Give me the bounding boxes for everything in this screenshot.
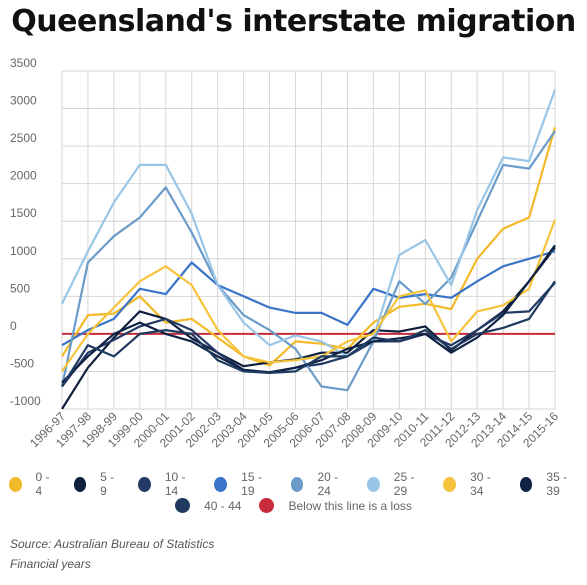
legend-label: Below this line is a loss [288, 498, 412, 513]
legend-item: Below this line is a loss [259, 498, 412, 513]
y-tick-label: -500 [10, 356, 34, 370]
legend-swatch [259, 498, 275, 513]
y-tick-label: 1500 [10, 206, 37, 220]
legend-swatch [214, 476, 228, 492]
series-line-15-19 [61, 250, 556, 347]
series-line-30-34 [61, 219, 557, 373]
legend-swatch [443, 476, 457, 492]
y-tick-label: -1000 [10, 394, 41, 408]
legend-item: 15 - 19 [214, 470, 272, 498]
legend-label: 25 - 29 [393, 470, 415, 498]
y-tick-label: 3500 [10, 56, 37, 70]
legend-item: 0 - 4 [8, 470, 56, 498]
y-tick-label: 2000 [10, 169, 37, 183]
series-lines [60, 89, 557, 410]
legend-label: 35 - 39 [546, 470, 568, 498]
legend-swatch [138, 476, 151, 492]
y-tick-label: 2500 [10, 131, 37, 145]
legend-label: 0 - 4 [35, 470, 50, 498]
legend-row-2: 40 - 44 Below this line is a loss [0, 498, 587, 513]
legend-label: 5 - 9 [100, 470, 115, 498]
chart-title: Queensland's interstate migration [11, 4, 576, 39]
legend-swatch [519, 476, 533, 492]
y-tick-label: 0 [10, 319, 17, 333]
legend-swatch [8, 476, 22, 492]
legend-item: 40 - 44 [175, 498, 241, 513]
legend-label: 20 - 24 [317, 470, 339, 498]
series-line-0-4 [61, 126, 557, 367]
legend-swatch [73, 476, 87, 492]
series-line-40-44 [61, 280, 556, 388]
y-tick-label: 500 [10, 281, 30, 295]
y-tick-label: 3000 [10, 94, 37, 108]
legend-item: 30 - 34 [443, 470, 501, 498]
legend-swatch [367, 476, 380, 492]
financial-years-note: Financial years [10, 557, 91, 571]
line-chart: -1000 -500 0 500 1000 1500 2000 2500 3000 3500 19… [10, 56, 561, 450]
y-tick-label: 1000 [10, 244, 37, 258]
legend-swatch [290, 476, 304, 492]
legend-label: 15 - 19 [241, 470, 262, 498]
legend-item: 5 - 9 [73, 470, 121, 498]
source-note: Source: Australian Bureau of Statistics [10, 537, 215, 551]
legend-row-1: 0 - 4 5 - 9 10 - 14 15 - 19 20 - 24 25 - 29 30… [0, 470, 587, 498]
series-line-25-29 [61, 89, 557, 358]
legend-swatch [175, 498, 191, 513]
legend-label: 10 - 14 [164, 470, 186, 498]
series-line-20-24 [60, 130, 556, 392]
x-axis: 1996-971997-981998-991999-002000-012001-… [27, 409, 561, 450]
legend-item: 25 - 29 [367, 470, 425, 498]
legend-item: 20 - 24 [290, 470, 349, 498]
legend-label: 40 - 44 [204, 498, 242, 513]
legend-item: 10 - 14 [138, 470, 196, 498]
y-axis: -1000 -500 0 500 1000 1500 2000 2500 3000 3500 [10, 56, 41, 408]
legend-item: 35 - 39 [519, 470, 578, 498]
legend-label: 30 - 34 [470, 470, 491, 498]
